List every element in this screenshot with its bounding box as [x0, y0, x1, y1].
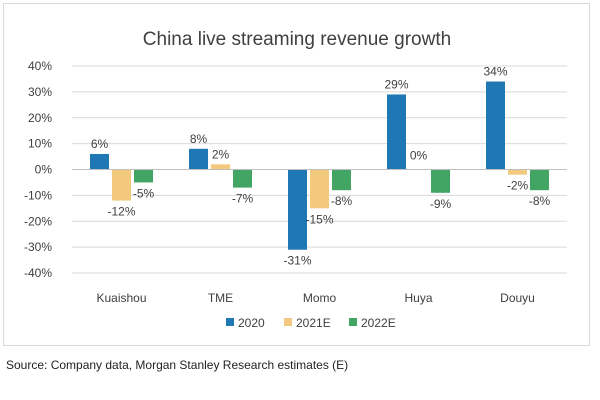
bar-momo-2021e [310, 169, 329, 209]
chart-title: China live streaming revenue growth [143, 29, 451, 50]
bar-kuaishou-2020 [90, 153, 109, 170]
legend-label: 2022E [361, 316, 396, 330]
data-label: -5% [133, 186, 155, 200]
y-tick-label: -10% [24, 188, 52, 202]
y-tick-label: -40% [24, 266, 52, 280]
x-tick-label: TME [208, 291, 233, 305]
y-tick-label: 20% [28, 111, 52, 125]
legend-swatch-2021e [284, 318, 292, 326]
data-label: -7% [232, 192, 254, 206]
x-tick-label: Momo [303, 291, 337, 305]
legend-swatch-2022e [349, 318, 357, 326]
y-tick-label: 30% [28, 85, 52, 99]
x-axis-ticks: Kuaishou TME Momo Huya Douyu [96, 291, 534, 305]
data-label: 6% [91, 137, 109, 151]
data-label: -31% [283, 254, 311, 268]
bars [90, 81, 549, 250]
chart-frame: China live streaming revenue growth 40% 3… [3, 3, 590, 346]
bar-tme-2021e [211, 164, 230, 170]
data-label: 0% [410, 149, 428, 163]
data-label: 29% [384, 77, 408, 91]
y-tick-label: 10% [28, 137, 52, 151]
bar-momo-2022e [332, 169, 351, 191]
bar-kuaishou-2022e [134, 169, 153, 183]
data-label: -15% [305, 212, 333, 226]
data-label: -2% [507, 179, 529, 193]
legend: 2020 2021E 2022E [226, 316, 396, 330]
data-label: -9% [430, 197, 452, 211]
data-label: 2% [212, 147, 230, 161]
data-label: 34% [483, 65, 507, 79]
y-tick-label: -30% [24, 240, 52, 254]
data-label: -8% [331, 194, 353, 208]
data-label: -12% [107, 205, 135, 219]
bar-douyu-2021e [508, 169, 527, 175]
y-tick-label: 0% [35, 163, 53, 177]
legend-label: 2021E [296, 316, 331, 330]
bar-tme-2020 [189, 148, 208, 170]
y-tick-label: 40% [28, 59, 52, 73]
bar-chart: China live streaming revenue growth 40% 3… [24, 29, 567, 330]
data-label: 8% [190, 132, 208, 146]
bar-huya-2022e [431, 169, 450, 193]
source-note: Source: Company data, Morgan Stanley Res… [6, 358, 349, 372]
data-label: -8% [529, 194, 551, 208]
y-axis-ticks: 40% 30% 20% 10% 0% -10% -20% -30% -40% [24, 59, 52, 280]
x-tick-label: Huya [404, 291, 432, 305]
x-tick-label: Douyu [500, 291, 535, 305]
bar-tme-2022e [233, 169, 252, 188]
bar-douyu-2022e [530, 169, 549, 191]
bar-kuaishou-2021e [112, 169, 131, 201]
bar-momo-2020 [288, 169, 307, 250]
legend-label: 2020 [238, 316, 265, 330]
bar-douyu-2020 [486, 81, 505, 170]
bar-huya-2020 [387, 94, 406, 170]
legend-swatch-2020 [226, 318, 234, 326]
y-tick-label: -20% [24, 214, 52, 228]
x-tick-label: Kuaishou [96, 291, 146, 305]
data-labels: 6% -12% -5% 8% 2% -7% -31% -15% -8% 29% 0% -9% 34% -2… [91, 65, 551, 268]
